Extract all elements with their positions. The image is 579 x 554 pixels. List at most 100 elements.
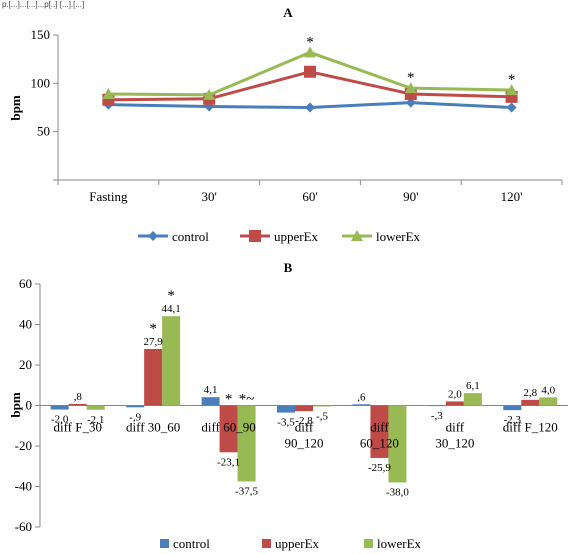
panel-a-x-tick-label: 60' [302, 189, 317, 204]
panel-a-line-chart: A bpm 50 100 150 Fasting 30' 60' 90' 120' * * * … [8, 5, 563, 244]
data-label-lowerex: -38,0 [386, 486, 409, 498]
legend-marker [249, 230, 261, 242]
x-tick-label-line: diff F_120 [503, 420, 558, 435]
panel-b-y-axis-label: bpm [8, 392, 23, 417]
bar-control [503, 405, 522, 411]
bar-lowerex [539, 397, 558, 406]
data-label-upperex: -23,1 [217, 456, 240, 468]
bar-control [50, 405, 69, 410]
panel-b-x-tick-label: diff F_30 [53, 420, 102, 435]
legend-swatch [364, 539, 373, 548]
bar-lowerex [313, 405, 331, 407]
significance-marker: * [225, 392, 233, 408]
data-point-lowerex [203, 88, 216, 100]
panel-a-x-ticks: Fasting 30' 60' 90' 120' [57, 180, 563, 204]
data-label-control: -2,0 [51, 414, 69, 426]
data-label-lowerex: 44,1 [162, 303, 181, 315]
panel-a-y-tick-label: 150 [31, 27, 51, 42]
data-label-control: -,3 [431, 410, 443, 422]
legend-item-lowerex: lowerEx [364, 536, 422, 551]
significance-marker: * [407, 70, 415, 86]
panel-b-x-tick-label: diff 60_120 [360, 420, 399, 451]
panel-b-x-tick-label: diff 30_120 [435, 420, 474, 451]
data-point-upperex [304, 65, 316, 78]
panel-a-title: A [283, 5, 293, 20]
panel-a-y-ticks: 50 100 150 [31, 27, 58, 181]
data-label-upperex: ,8 [74, 391, 83, 403]
panel-b-y-tick-label: 20 [19, 357, 32, 372]
bar-series-lowerex [86, 316, 558, 483]
bar-upperex [144, 349, 163, 406]
bar-control [277, 405, 295, 413]
panel-b-y-tick-label: -60 [15, 519, 32, 534]
bar-lowerex [463, 393, 482, 406]
x-tick-label-line: 60_120 [360, 436, 399, 451]
data-label-control: -2,3 [504, 414, 522, 426]
x-tick-label-line: diff [295, 420, 314, 435]
bar-control [126, 405, 145, 408]
panel-a-y-tick-label: 100 [31, 75, 51, 90]
bar-upperex [295, 405, 313, 412]
panel-a-x-tick-label: 30' [202, 189, 217, 204]
panel-a-series [102, 46, 518, 113]
x-tick-label-line: diff 30_60 [126, 420, 180, 435]
data-point-lowerex [102, 87, 115, 99]
bar-series-upperex [68, 349, 540, 458]
panel-a-y-tick-label: 50 [37, 124, 50, 139]
panel-a-x-tick-label: Fasting [89, 189, 128, 204]
bar-lowerex [237, 405, 256, 482]
panel-b-y-tick-label: -40 [15, 479, 32, 494]
legend-marker [148, 231, 158, 241]
data-point-lowerex [505, 84, 518, 96]
bar-upperex [370, 405, 389, 458]
panel-b-y-tick-label: 0 [26, 398, 33, 413]
legend-item-upperex: upperEx [240, 229, 319, 244]
legend-item-upperex: upperEx [262, 536, 320, 551]
data-label-control: -3,5 [277, 417, 295, 429]
bar-control [352, 404, 371, 406]
panel-b-x-tick-label: diff F_120 [503, 420, 558, 435]
x-tick-label-line: 30_120 [435, 436, 474, 451]
data-label-lowerex: 4,0 [541, 384, 555, 396]
bar-upperex [219, 405, 238, 453]
bar-lowerex [162, 316, 181, 406]
x-tick-label-line: diff [446, 420, 465, 435]
bar-lowerex [388, 405, 407, 483]
legend-item-lowerex: lowerEx [342, 229, 421, 244]
panel-b-x-ticks: diff F_30 diff 30_60 diff 60_90 diff 90_120d… [53, 420, 557, 451]
data-point-control [506, 102, 517, 113]
panel-b-title: B [284, 260, 293, 275]
significance-marker: *~ [239, 392, 255, 408]
data-point-control [305, 102, 315, 113]
legend-item-control: control [160, 536, 210, 551]
data-label-upperex: 2,8 [523, 387, 537, 399]
legend-item-control: control [138, 229, 209, 244]
panel-a-x-tick-label: 120' [501, 189, 523, 204]
panel-b-y-tick-label: 60 [19, 276, 32, 291]
panel-a-annotations: * * * [306, 34, 515, 88]
series-upperex [102, 65, 518, 106]
bar-lowerex [86, 405, 105, 410]
legend-label: upperEx [274, 229, 319, 244]
x-tick-label-line: diff 60_90 [201, 420, 255, 435]
panel-a-x-tick-label: 90' [403, 189, 418, 204]
panel-b-data-labels: -2,0 -,9 4,1 -3,5 ,6 -,3 -2,3 ,8 27,9 -23,1 -2,8 -2… [51, 303, 556, 498]
panel-b-annotations: * * * *~ [149, 288, 254, 407]
truncated-header-text: p.[...]...[...]...p[..] [...].[...] [2, 0, 85, 9]
bar-upperex [68, 403, 87, 406]
legend-label: control [173, 536, 210, 551]
bar-series-control [50, 397, 522, 413]
series-lowerex [102, 46, 518, 100]
significance-marker: * [306, 34, 314, 50]
data-label-upperex: 27,9 [144, 336, 164, 348]
legend-marker [351, 230, 363, 241]
panel-b-legend: control upperEx lowerEx [160, 536, 422, 551]
panel-b-bar-chart: B bpm -60 -40 -20 0 20 40 60 diff F_30 diff 30_… [8, 260, 568, 551]
panel-b-x-tick-label: diff 60_90 [201, 420, 255, 435]
data-point-control [405, 97, 416, 108]
bar-control [201, 397, 220, 406]
data-point-lowerex [304, 46, 316, 58]
data-label-control: -,9 [129, 411, 141, 423]
panel-a-y-axis-label: bpm [8, 95, 23, 120]
legend-label: lowerEx [376, 229, 421, 244]
